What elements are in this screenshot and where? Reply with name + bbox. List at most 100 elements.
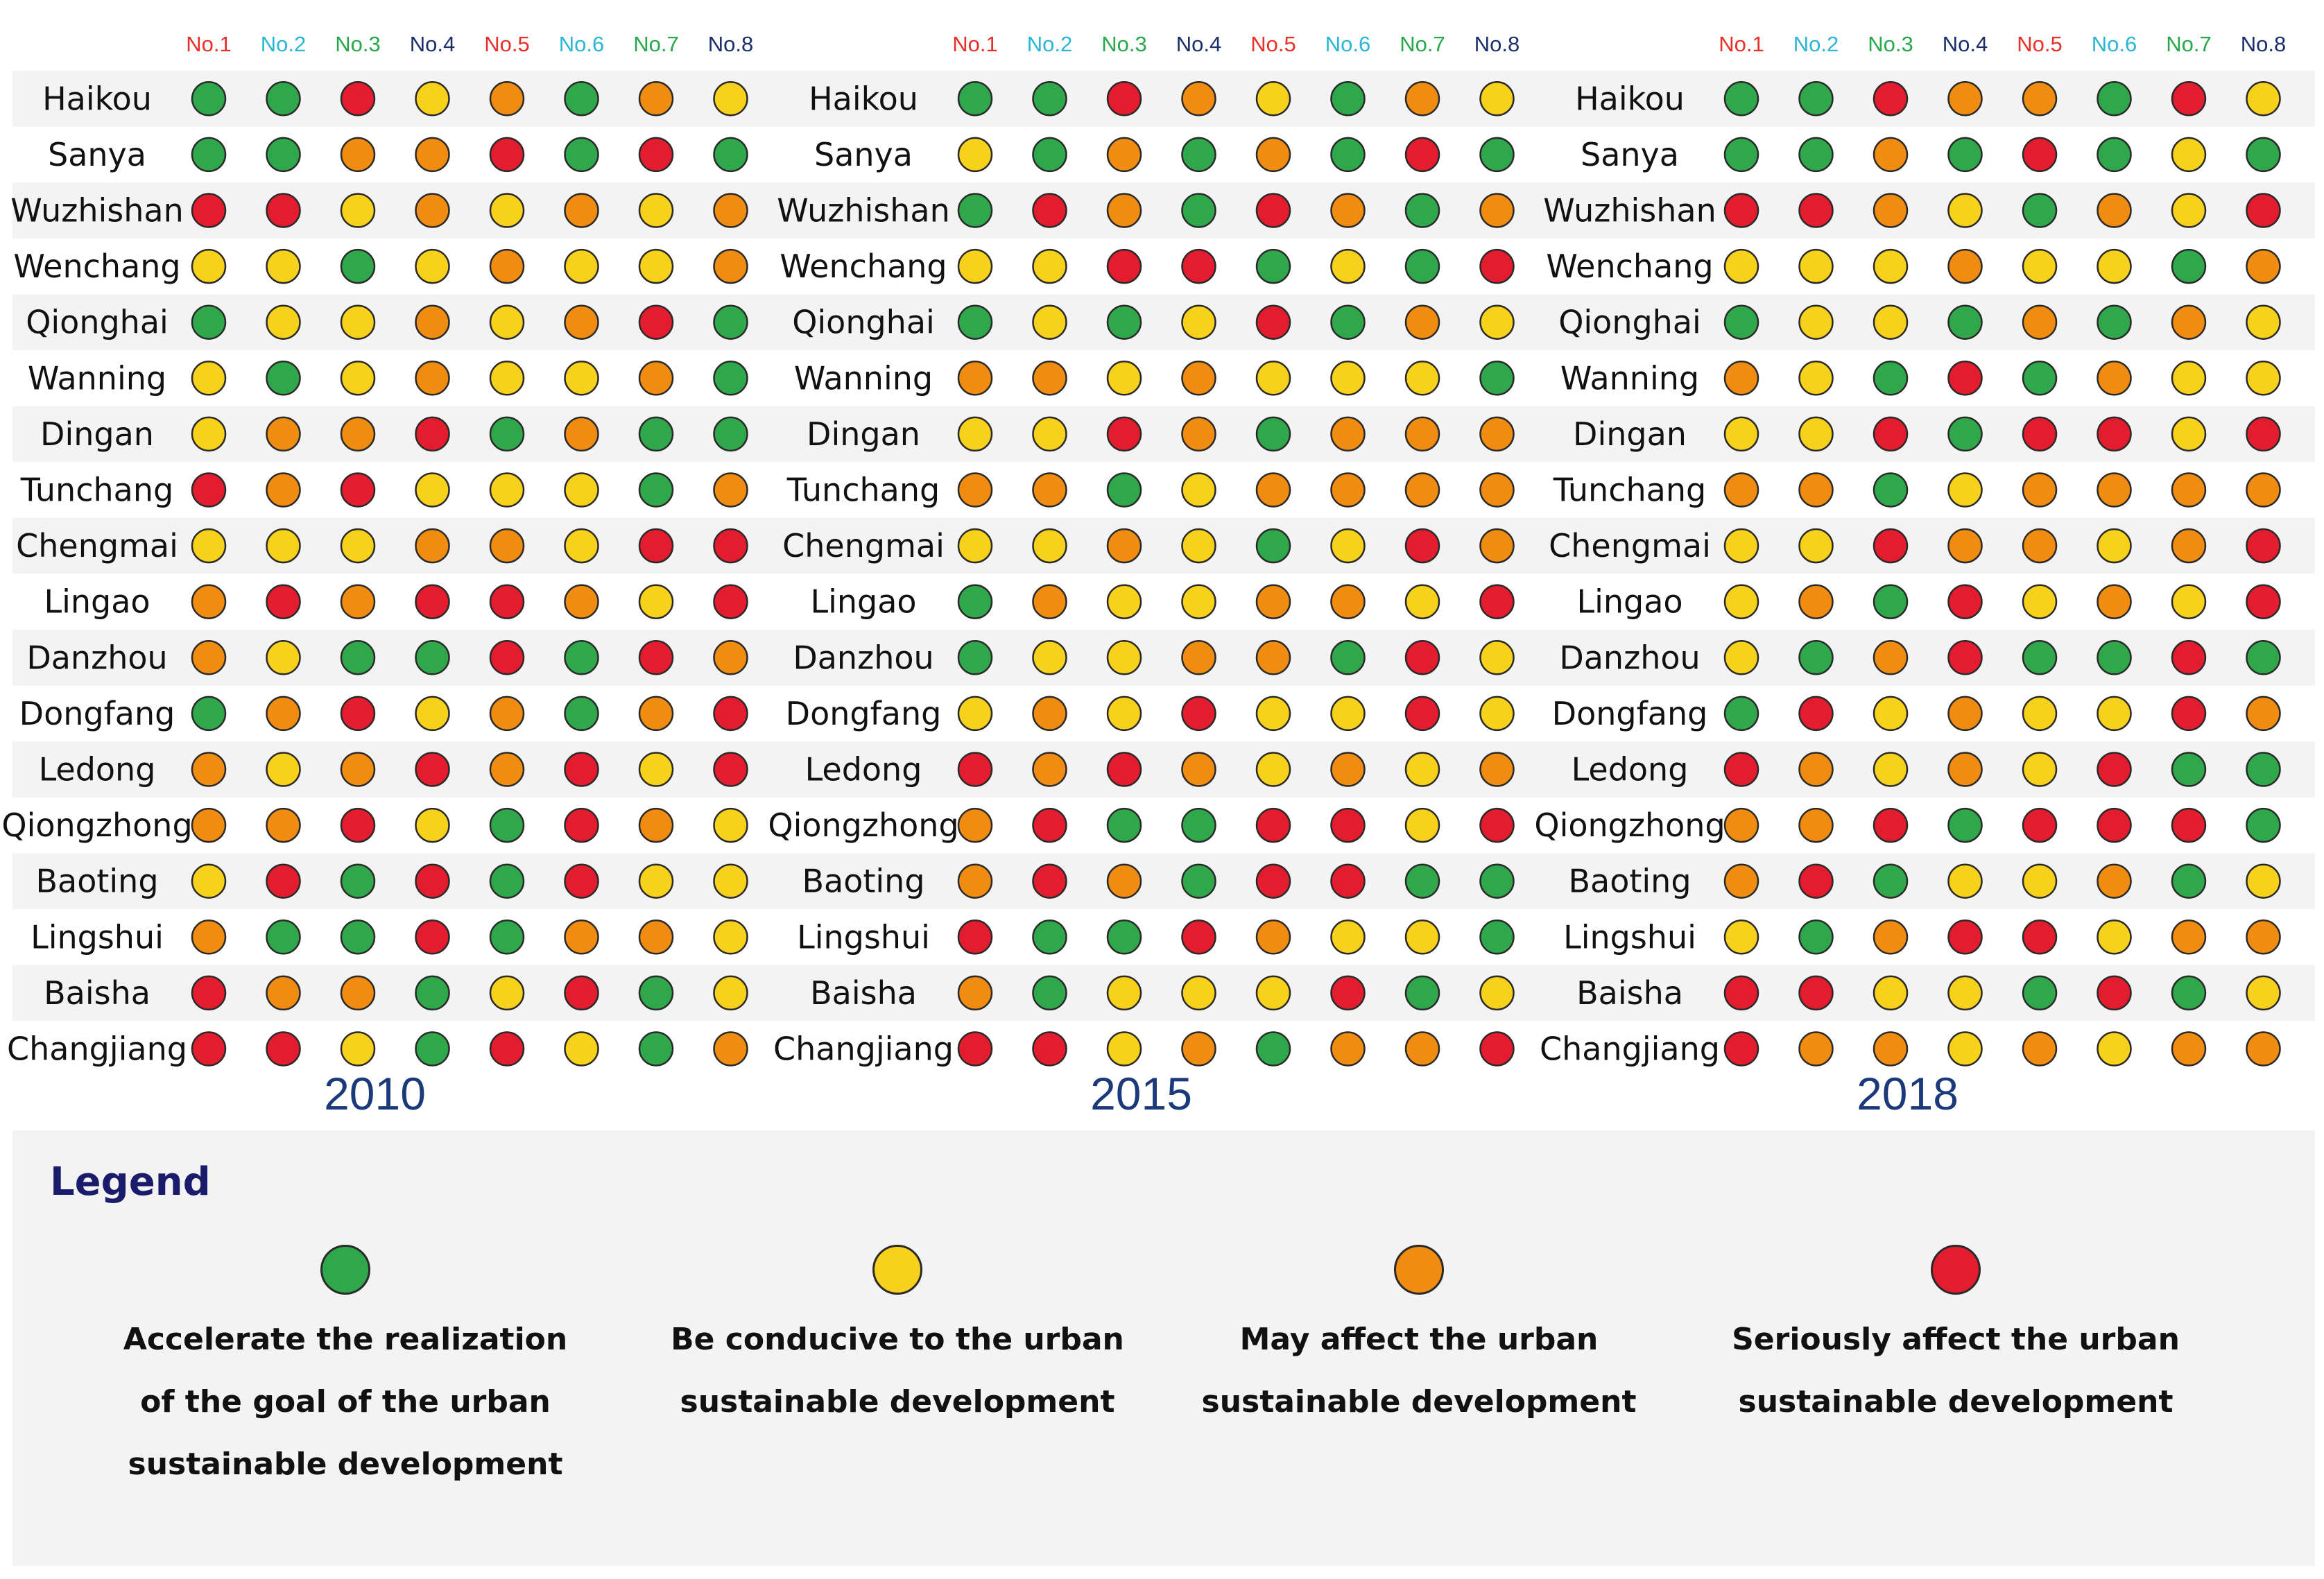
status-dot: [2097, 193, 2132, 228]
status-dot: [1255, 863, 1291, 899]
city-label: Wanning: [28, 359, 166, 397]
status-dot: [564, 1031, 599, 1067]
status-dot: [1404, 752, 1440, 787]
column-header: No.1: [952, 32, 997, 56]
status-dot: [415, 416, 450, 452]
status-dot: [638, 920, 674, 955]
status-dot: [1873, 584, 1909, 619]
status-dot: [489, 137, 525, 173]
status-dot: [564, 696, 599, 732]
status-dot: [1404, 193, 1440, 228]
status-dot: [1032, 975, 1067, 1011]
status-dot: [713, 920, 748, 955]
status-dot: [489, 81, 525, 117]
status-dot: [957, 807, 993, 843]
status-dot: [1947, 81, 1983, 117]
status-dot: [340, 975, 376, 1011]
status-dot: [489, 416, 525, 452]
city-label: Wanning: [1560, 359, 1699, 397]
status-dot: [415, 584, 450, 619]
status-dot: [1330, 807, 1366, 843]
status-dot: [713, 137, 748, 173]
status-dot: [1255, 696, 1291, 732]
status-dot: [1479, 584, 1515, 619]
column-header: No.5: [484, 32, 529, 56]
status-dot: [713, 975, 748, 1011]
status-dot: [713, 584, 748, 619]
status-dot: [1479, 361, 1515, 396]
city-label: Changjiang: [1540, 1030, 1720, 1068]
status-dot: [638, 752, 674, 787]
status-dot: [564, 472, 599, 508]
status-dot: [489, 193, 525, 228]
status-dot: [2022, 137, 2058, 173]
status-dot: [1404, 1031, 1440, 1067]
status-dot: [1032, 472, 1067, 508]
status-dot: [2022, 752, 2058, 787]
city-label: Wanning: [794, 359, 933, 397]
status-dot: [1723, 248, 1759, 284]
status-dot: [564, 863, 599, 899]
status-dot: [1181, 696, 1216, 732]
status-dot: [2171, 193, 2207, 228]
city-label: Dingan: [807, 415, 920, 453]
status-dot: [1181, 752, 1216, 787]
city-label: Lingao: [1576, 583, 1682, 621]
status-dot: [1106, 1031, 1142, 1067]
status-dot: [1798, 640, 1834, 675]
status-dot: [2022, 416, 2058, 452]
status-dot: [1255, 584, 1291, 619]
status-dot: [2097, 361, 2132, 396]
status-dot: [340, 584, 376, 619]
status-dot: [415, 752, 450, 787]
status-dot: [957, 975, 993, 1011]
status-dot: [638, 248, 674, 284]
status-dot: [1181, 304, 1216, 340]
status-dot: [2246, 584, 2281, 619]
status-dot: [2022, 1031, 2058, 1067]
status-dot: [266, 584, 301, 619]
status-dot: [2171, 528, 2207, 564]
status-dot: [957, 81, 993, 117]
status-dot: [2171, 752, 2207, 787]
status-dot: [1106, 807, 1142, 843]
status-dot: [1404, 472, 1440, 508]
city-label: Baoting: [1568, 863, 1691, 900]
status-dot: [191, 137, 227, 173]
status-dot: [1032, 752, 1067, 787]
status-dot: [1032, 807, 1067, 843]
status-dot: [1798, 193, 1834, 228]
status-dot: [1479, 696, 1515, 732]
city-label: Ledong: [1572, 751, 1689, 788]
legend-item-green: Accelerate the realization of the goal o…: [82, 1245, 609, 1496]
status-dot: [1255, 528, 1291, 564]
status-dot: [2171, 863, 2207, 899]
status-dot: [638, 528, 674, 564]
city-label: Chengmai: [16, 527, 178, 564]
status-dot: [638, 640, 674, 675]
status-dot: [1404, 975, 1440, 1011]
status-dot: [1404, 584, 1440, 619]
legend-label-green: Accelerate the realization of the goal o…: [123, 1322, 568, 1482]
status-dot: [489, 304, 525, 340]
status-dot: [1032, 640, 1067, 675]
status-dot: [564, 975, 599, 1011]
status-dot: [2097, 584, 2132, 619]
status-dot: [957, 304, 993, 340]
column-header: No.8: [708, 32, 753, 56]
city-label: Wenchang: [13, 248, 180, 285]
status-dot: [564, 528, 599, 564]
status-dot: [1106, 920, 1142, 955]
status-dot: [1404, 304, 1440, 340]
status-dot: [1404, 920, 1440, 955]
status-dot: [957, 696, 993, 732]
status-dot: [1404, 248, 1440, 284]
status-dot: [1479, 416, 1515, 452]
status-dot: [1947, 528, 1983, 564]
status-dot: [2246, 920, 2281, 955]
status-dot: [1947, 640, 1983, 675]
city-label: Lingshui: [797, 918, 930, 956]
city-label: Dingan: [1573, 415, 1687, 453]
status-dot: [638, 584, 674, 619]
status-dot: [1873, 640, 1909, 675]
